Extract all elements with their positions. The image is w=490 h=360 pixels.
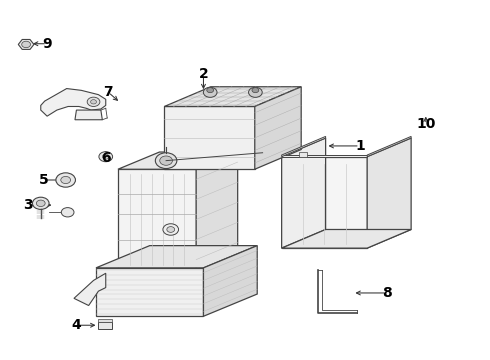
Text: 5: 5 (39, 173, 49, 187)
Circle shape (32, 197, 49, 210)
Polygon shape (282, 229, 411, 248)
Polygon shape (282, 136, 326, 157)
Bar (98, 319, 112, 321)
Circle shape (56, 173, 75, 187)
Circle shape (102, 154, 109, 159)
Polygon shape (164, 87, 301, 107)
Polygon shape (164, 107, 255, 169)
Polygon shape (299, 152, 307, 157)
Circle shape (252, 87, 259, 93)
Circle shape (160, 156, 172, 165)
Text: 8: 8 (382, 286, 392, 300)
Circle shape (99, 152, 113, 162)
Circle shape (61, 176, 71, 184)
Polygon shape (282, 155, 367, 157)
Circle shape (167, 226, 174, 232)
Circle shape (87, 97, 100, 107)
Polygon shape (118, 152, 238, 169)
Polygon shape (41, 89, 106, 116)
Polygon shape (196, 152, 238, 270)
Text: 4: 4 (72, 318, 81, 332)
Polygon shape (367, 136, 411, 157)
Polygon shape (367, 138, 411, 248)
Polygon shape (18, 40, 34, 49)
Circle shape (22, 41, 30, 48)
Text: 3: 3 (23, 198, 32, 212)
Polygon shape (96, 246, 257, 268)
Circle shape (203, 87, 217, 97)
Polygon shape (75, 110, 102, 120)
Text: 9: 9 (42, 37, 52, 51)
Bar (98, 321, 112, 329)
Circle shape (163, 224, 178, 235)
Polygon shape (282, 138, 326, 248)
Circle shape (91, 100, 97, 104)
Circle shape (207, 87, 214, 93)
Polygon shape (203, 246, 257, 316)
Circle shape (36, 200, 45, 207)
Text: 1: 1 (355, 139, 365, 153)
Polygon shape (74, 273, 106, 306)
Text: 2: 2 (198, 67, 208, 81)
Polygon shape (282, 157, 367, 248)
Circle shape (155, 153, 177, 168)
Circle shape (248, 87, 262, 97)
Text: 10: 10 (416, 117, 436, 131)
Text: 6: 6 (101, 152, 111, 166)
Circle shape (61, 208, 74, 217)
Polygon shape (118, 169, 196, 270)
Text: 7: 7 (103, 85, 113, 99)
Polygon shape (96, 268, 203, 316)
Polygon shape (255, 87, 301, 169)
